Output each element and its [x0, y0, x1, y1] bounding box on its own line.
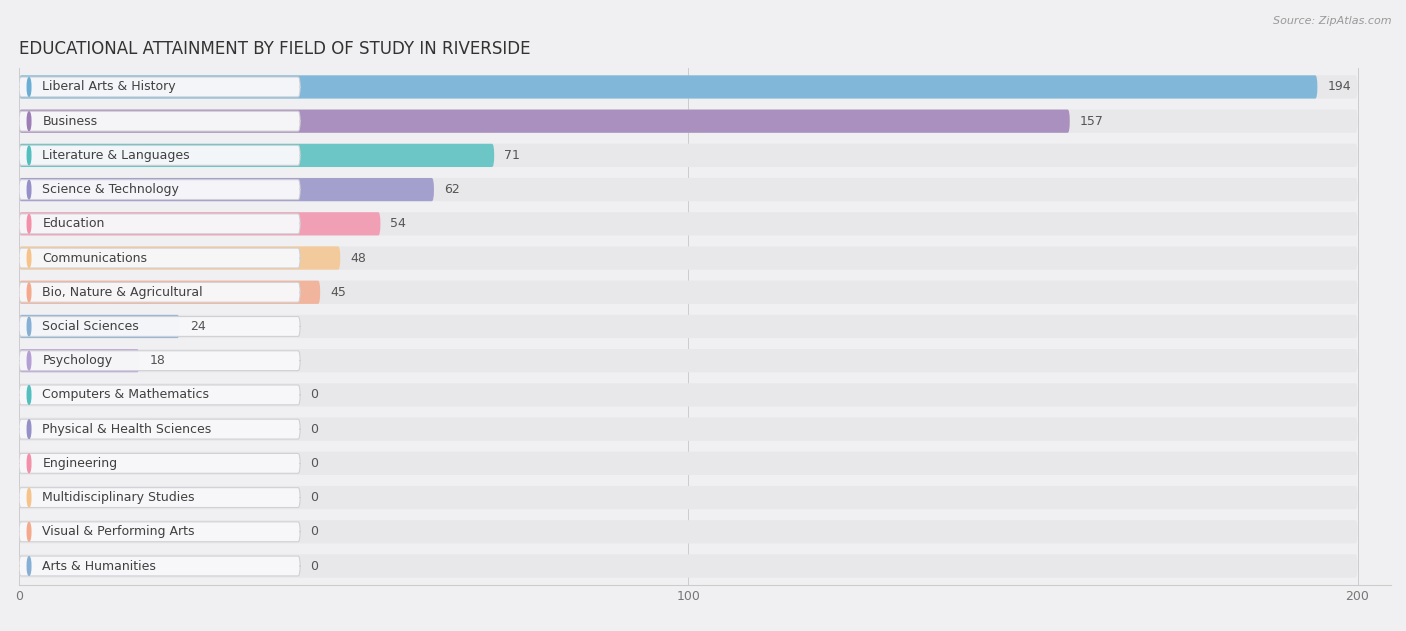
Text: 0: 0	[311, 423, 318, 435]
FancyBboxPatch shape	[20, 110, 1070, 133]
FancyBboxPatch shape	[20, 212, 381, 235]
Circle shape	[27, 146, 31, 165]
FancyBboxPatch shape	[20, 212, 1358, 235]
FancyBboxPatch shape	[20, 247, 1358, 269]
FancyBboxPatch shape	[20, 522, 299, 541]
Circle shape	[27, 386, 31, 404]
FancyBboxPatch shape	[20, 520, 1358, 543]
Text: 71: 71	[505, 149, 520, 162]
FancyBboxPatch shape	[20, 178, 1358, 201]
FancyBboxPatch shape	[20, 77, 299, 97]
FancyBboxPatch shape	[20, 75, 1317, 98]
FancyBboxPatch shape	[20, 180, 299, 199]
Text: 157: 157	[1080, 115, 1104, 127]
FancyBboxPatch shape	[20, 144, 1358, 167]
FancyBboxPatch shape	[20, 349, 1358, 372]
FancyBboxPatch shape	[20, 144, 494, 167]
Text: Computers & Mathematics: Computers & Mathematics	[42, 389, 209, 401]
Text: EDUCATIONAL ATTAINMENT BY FIELD OF STUDY IN RIVERSIDE: EDUCATIONAL ATTAINMENT BY FIELD OF STUDY…	[20, 40, 530, 58]
Circle shape	[27, 249, 31, 268]
FancyBboxPatch shape	[20, 248, 299, 268]
Circle shape	[27, 488, 31, 507]
FancyBboxPatch shape	[20, 454, 299, 473]
Text: Literature & Languages: Literature & Languages	[42, 149, 190, 162]
FancyBboxPatch shape	[20, 488, 299, 507]
Text: Psychology: Psychology	[42, 354, 112, 367]
FancyBboxPatch shape	[20, 419, 299, 439]
Circle shape	[27, 78, 31, 96]
Text: Science & Technology: Science & Technology	[42, 183, 180, 196]
Text: 18: 18	[149, 354, 166, 367]
FancyBboxPatch shape	[20, 178, 434, 201]
FancyBboxPatch shape	[20, 317, 299, 336]
Circle shape	[27, 215, 31, 233]
Circle shape	[27, 420, 31, 439]
Circle shape	[27, 283, 31, 302]
FancyBboxPatch shape	[20, 486, 1358, 509]
Text: Business: Business	[42, 115, 97, 127]
Text: 62: 62	[444, 183, 460, 196]
Text: 0: 0	[311, 525, 318, 538]
Text: 45: 45	[330, 286, 346, 298]
Text: 48: 48	[350, 252, 366, 264]
Text: Arts & Humanities: Arts & Humanities	[42, 560, 156, 572]
Circle shape	[27, 351, 31, 370]
Text: Engineering: Engineering	[42, 457, 118, 470]
Text: Source: ZipAtlas.com: Source: ZipAtlas.com	[1274, 16, 1392, 26]
FancyBboxPatch shape	[20, 315, 180, 338]
FancyBboxPatch shape	[20, 110, 1358, 133]
FancyBboxPatch shape	[20, 281, 1358, 304]
FancyBboxPatch shape	[20, 418, 1358, 441]
Text: Social Sciences: Social Sciences	[42, 320, 139, 333]
FancyBboxPatch shape	[20, 75, 1358, 98]
FancyBboxPatch shape	[20, 111, 299, 131]
FancyBboxPatch shape	[20, 214, 299, 233]
FancyBboxPatch shape	[20, 247, 340, 269]
Circle shape	[27, 557, 31, 575]
FancyBboxPatch shape	[20, 146, 299, 165]
FancyBboxPatch shape	[20, 351, 299, 370]
Circle shape	[27, 112, 31, 131]
FancyBboxPatch shape	[20, 349, 139, 372]
FancyBboxPatch shape	[20, 315, 1358, 338]
Text: 0: 0	[311, 389, 318, 401]
FancyBboxPatch shape	[20, 555, 1358, 577]
Circle shape	[27, 180, 31, 199]
Text: 194: 194	[1327, 80, 1351, 93]
Text: Education: Education	[42, 217, 105, 230]
FancyBboxPatch shape	[20, 281, 321, 304]
Text: 54: 54	[391, 217, 406, 230]
Text: 0: 0	[311, 560, 318, 572]
Text: Physical & Health Sciences: Physical & Health Sciences	[42, 423, 212, 435]
Text: Bio, Nature & Agricultural: Bio, Nature & Agricultural	[42, 286, 202, 298]
Circle shape	[27, 454, 31, 473]
FancyBboxPatch shape	[20, 556, 299, 576]
Text: 0: 0	[311, 457, 318, 470]
Text: Multidisciplinary Studies: Multidisciplinary Studies	[42, 491, 195, 504]
Circle shape	[27, 317, 31, 336]
FancyBboxPatch shape	[20, 452, 1358, 475]
Text: 24: 24	[190, 320, 205, 333]
Text: 0: 0	[311, 491, 318, 504]
FancyBboxPatch shape	[20, 385, 299, 405]
Text: Communications: Communications	[42, 252, 148, 264]
Circle shape	[27, 522, 31, 541]
Text: Visual & Performing Arts: Visual & Performing Arts	[42, 525, 195, 538]
Text: Liberal Arts & History: Liberal Arts & History	[42, 80, 176, 93]
FancyBboxPatch shape	[20, 282, 299, 302]
FancyBboxPatch shape	[20, 383, 1358, 406]
